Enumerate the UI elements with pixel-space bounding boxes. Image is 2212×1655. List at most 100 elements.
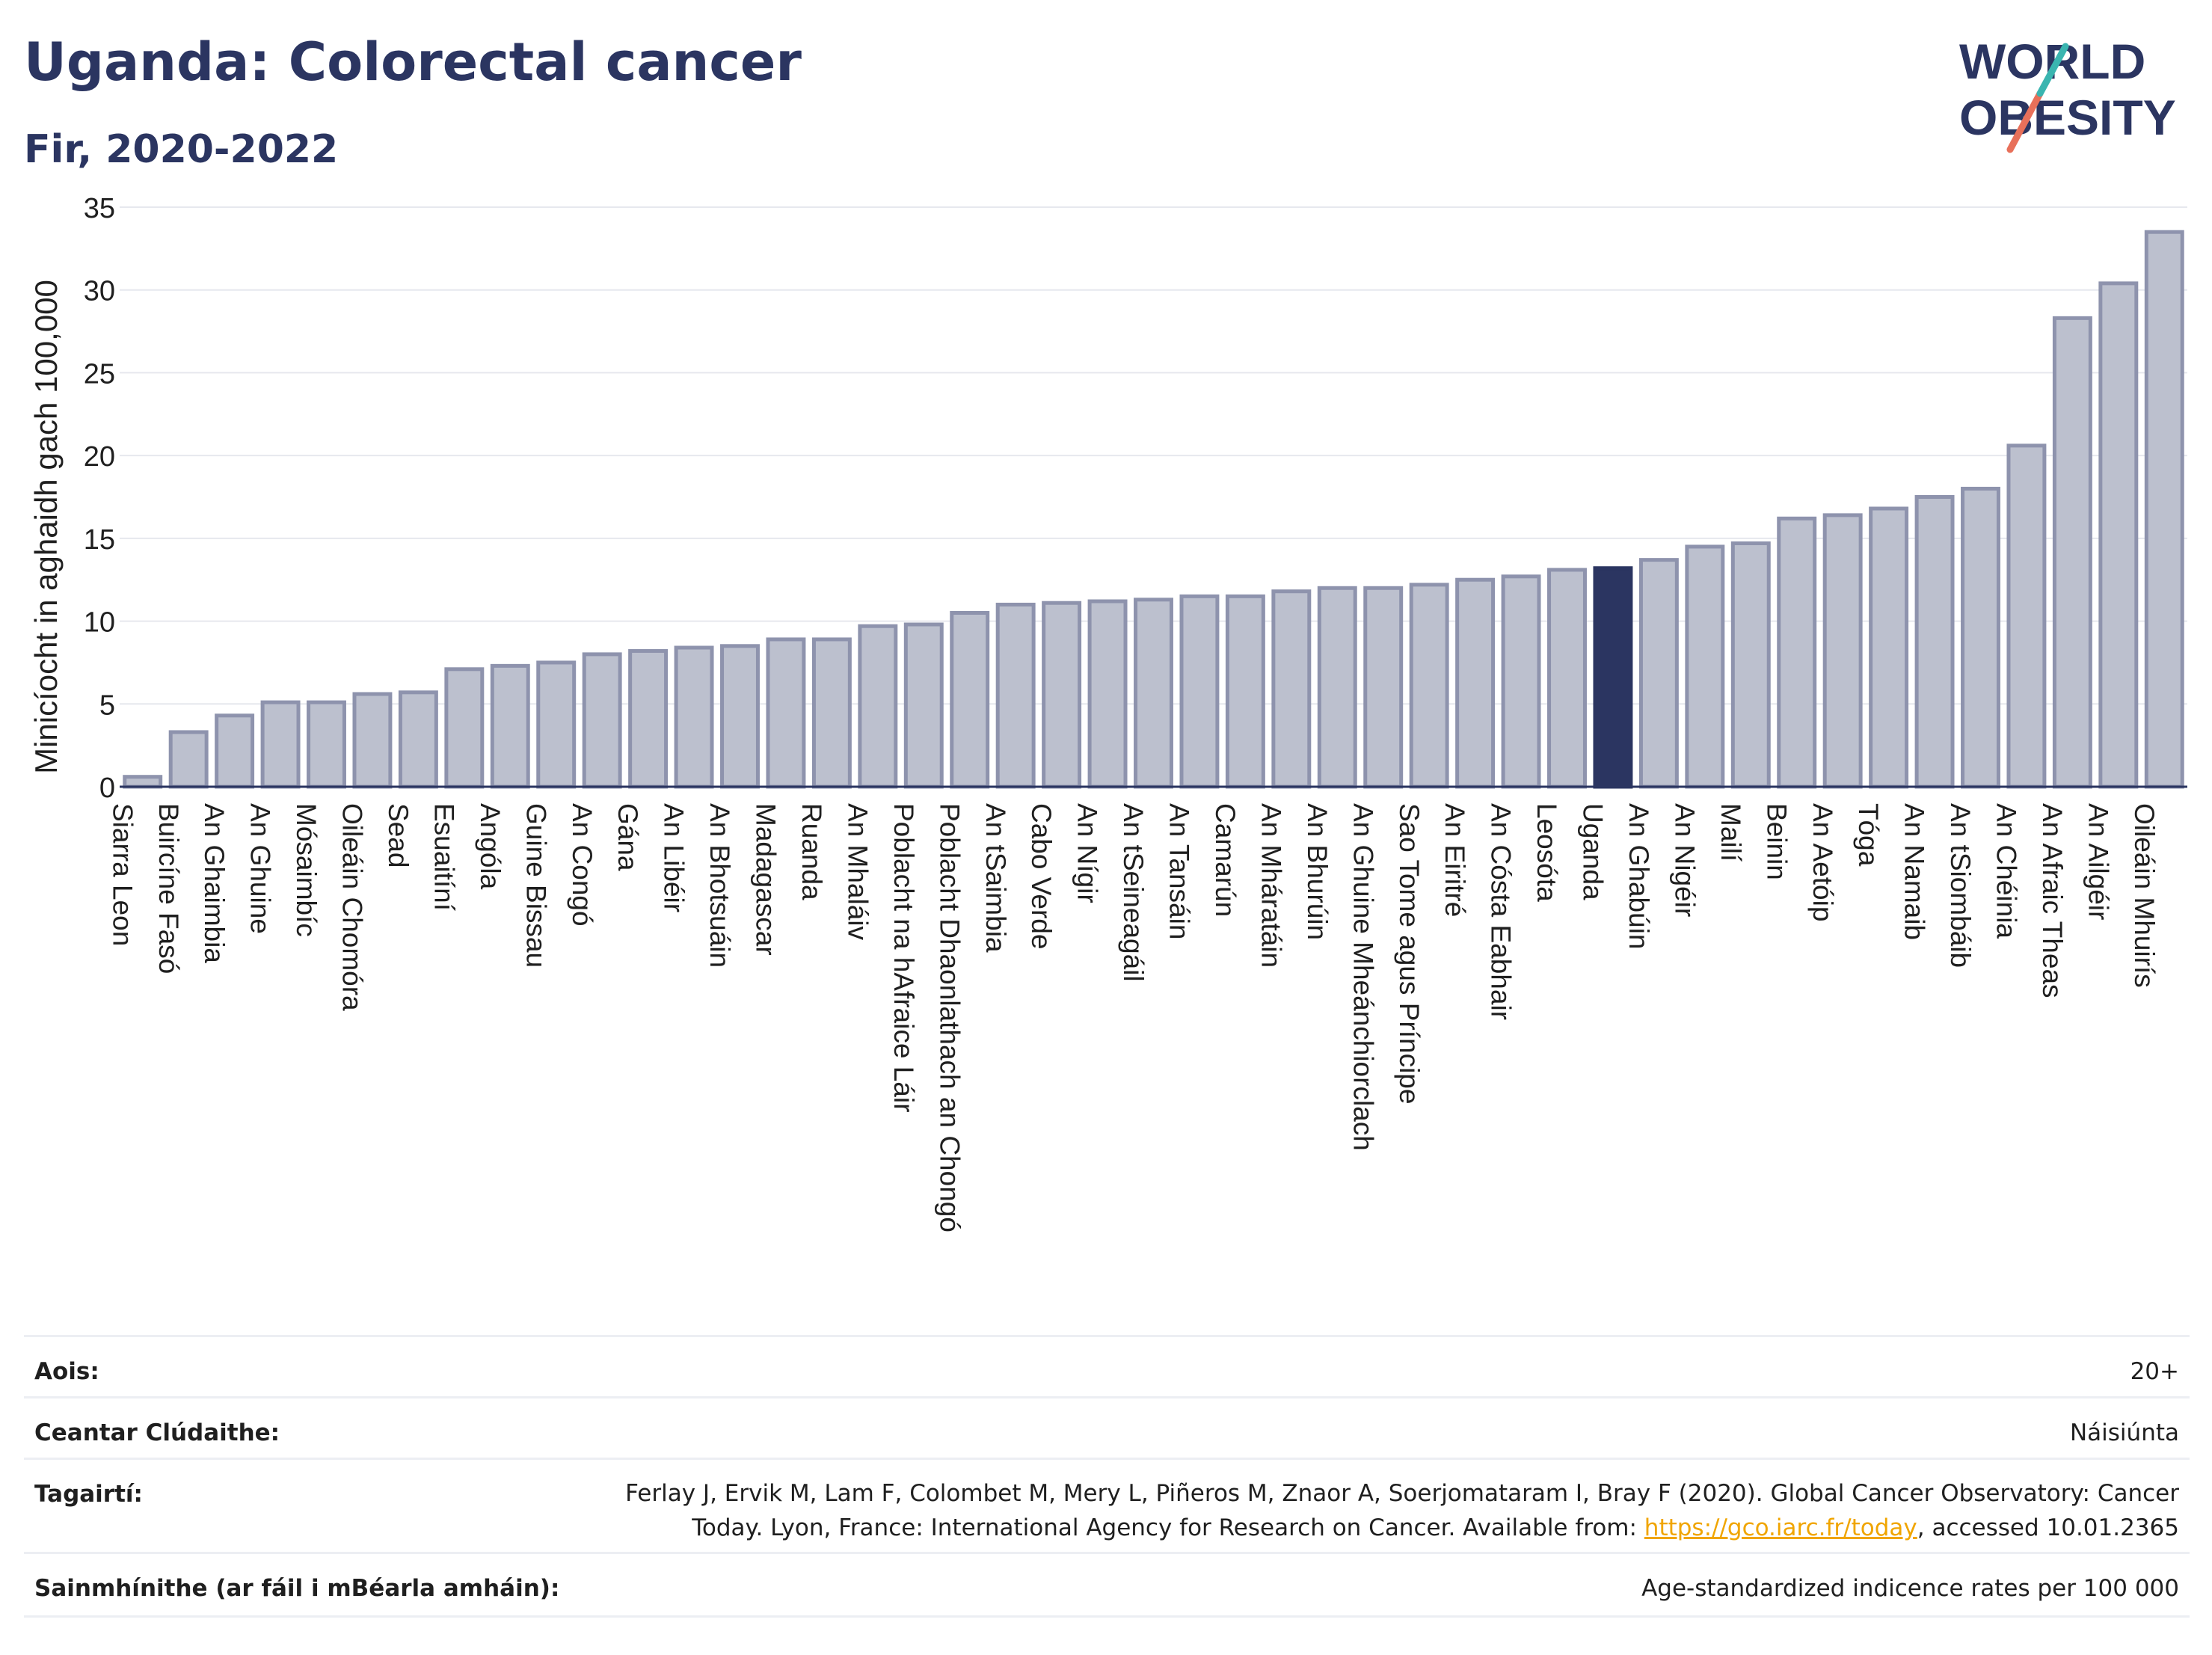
- bar: [582, 652, 622, 789]
- bar: [1777, 516, 1817, 789]
- logo-line-2: OBESITY: [1959, 90, 2176, 145]
- bar: [1685, 544, 1725, 789]
- x-tick-label: An Mhaláiv: [842, 803, 873, 941]
- bar: [215, 713, 255, 789]
- x-tick-label: An Nígir: [1072, 803, 1103, 903]
- logo-line-1: WORLD: [1959, 34, 2145, 89]
- bar: [123, 775, 163, 789]
- bar: [1087, 599, 1128, 789]
- x-tick-label: Angóla: [475, 803, 506, 890]
- x-tick-label: An Namaib: [1899, 803, 1930, 940]
- x-tick-label: An Eiritré: [1440, 803, 1470, 917]
- bar: [168, 730, 209, 789]
- x-tick-label: An Ghuine: [245, 803, 276, 934]
- x-tick-label: Camarún: [1210, 803, 1241, 917]
- x-tick-label: An Cósta Eabhair: [1486, 803, 1517, 1020]
- meta-def-value: Age-standardized indicence rates per 100…: [1641, 1575, 2179, 1602]
- bar: [1179, 594, 1220, 789]
- x-tick-label: An Ghaimbia: [199, 803, 230, 963]
- x-tick-label: Leosóta: [1531, 803, 1562, 902]
- bar: [490, 663, 530, 789]
- x-tick-label: Mósaimbíc: [291, 803, 322, 937]
- x-tick-label: Beinin: [1761, 803, 1792, 880]
- y-tick-label: 25: [84, 358, 115, 390]
- bar: [1134, 598, 1173, 789]
- x-tick-label: An tSeineagáil: [1118, 803, 1149, 982]
- y-tick-label: 15: [84, 524, 115, 556]
- bar: [1409, 583, 1449, 789]
- refs-link[interactable]: https://gco.iarc.fr/today: [1644, 1514, 1917, 1541]
- chart-title: Uganda: Colorectal cancer: [24, 31, 802, 93]
- world-obesity-logo: WORLD OBESITY: [1959, 34, 2176, 153]
- x-tick-label: Buircíne Fasó: [153, 803, 184, 974]
- x-tick-label: An Bhurúin: [1302, 803, 1333, 940]
- bar: [1822, 513, 1863, 789]
- meta-refs-value: Ferlay J, Ervik M, Lam F, Colombet M, Me…: [609, 1476, 2179, 1545]
- x-tick-label: Esuaitíní: [428, 803, 459, 912]
- x-tick-label: Uganda: [1578, 803, 1609, 900]
- bar: [950, 611, 990, 789]
- meta-row-definitions: Sainmhínithe (ar fáil i mBéarla amháin):…: [24, 1552, 2190, 1618]
- bar: [307, 700, 346, 789]
- metadata-table: Aois: 20+ Ceantar Clúdaithe: Náisiúnta T…: [24, 1335, 2190, 1619]
- bar: [2006, 443, 2047, 789]
- y-axis-label: Minicíocht in aghaidh gach 100,000: [28, 280, 64, 774]
- meta-coverage-label: Ceantar Clúdaithe:: [34, 1419, 280, 1446]
- meta-age-label: Aois:: [34, 1358, 99, 1385]
- meta-refs-text-1: Ferlay J, Ervik M, Lam F, Colombet M, Me…: [625, 1480, 2179, 1541]
- meta-row-age: Aois: 20+: [24, 1335, 2190, 1397]
- bar: [260, 700, 301, 789]
- x-tick-label: Oileáin Mhuirís: [2129, 803, 2160, 988]
- x-tick-label: Cabo Verde: [1026, 803, 1057, 949]
- x-tick-label: An Ailgéir: [2083, 803, 2113, 920]
- bar: [1593, 566, 1633, 789]
- x-tick-label: An Chéinia: [1991, 803, 2022, 939]
- x-tick-label: An Tansáin: [1164, 803, 1195, 939]
- bar-chart: 0 5 10 15 20 25 30 35 Siarra Leon Buircíne Fasó A…: [28, 193, 2187, 1232]
- x-tick-label: An Ghuine Mheánchiorclach: [1348, 803, 1378, 1151]
- meta-row-coverage: Ceantar Clúdaithe: Náisiúnta: [24, 1396, 2190, 1458]
- chart-subtitle: Fir, 2020-2022: [24, 127, 339, 172]
- bar: [1363, 586, 1404, 789]
- x-tick-label: An Nigéir: [1669, 803, 1700, 917]
- x-tick-label: Oileáin Chomóra: [337, 803, 368, 1011]
- bar: [444, 667, 485, 789]
- bar: [1961, 486, 2000, 789]
- meta-coverage-value: Náisiúnta: [2069, 1419, 2179, 1446]
- x-tick-label: Sead: [383, 803, 414, 868]
- x-tick-label: Tóga: [1853, 803, 1884, 867]
- bar: [1317, 586, 1357, 789]
- bar: [628, 648, 669, 789]
- bar: [903, 622, 944, 789]
- x-tick-label: Madagascar: [751, 803, 781, 956]
- x-tick-label: An Congó: [567, 803, 597, 927]
- bar: [1042, 601, 1082, 789]
- bar: [1730, 541, 1771, 789]
- y-tick-label: 35: [84, 193, 115, 224]
- x-tick-label: Guine Bissau: [520, 803, 551, 968]
- x-tick-label: An Mháratáin: [1256, 803, 1286, 968]
- bar: [1638, 558, 1679, 789]
- bar: [536, 660, 577, 789]
- y-axis-ticks: 0 5 10 15 20 25 30 35: [84, 193, 115, 804]
- y-tick-label: 10: [84, 607, 115, 639]
- x-tick-label: Ruanda: [796, 803, 827, 900]
- y-tick-label: 20: [84, 441, 115, 473]
- meta-age-value: 20+: [2130, 1358, 2179, 1385]
- y-tick-label: 30: [84, 276, 115, 307]
- bar: [398, 690, 438, 789]
- bar: [352, 692, 393, 789]
- bar: [811, 637, 852, 789]
- x-tick-label: Gána: [612, 803, 643, 871]
- x-tick-label: An Ghabúin: [1623, 803, 1654, 949]
- x-tick-label: An Afraic Theas: [2037, 803, 2068, 998]
- x-tick-label: An Libéir: [659, 803, 689, 912]
- bar: [2098, 281, 2139, 789]
- bar: [1914, 495, 1955, 789]
- x-tick-label: An Bhotsuáin: [704, 803, 735, 968]
- bar: [2052, 316, 2092, 789]
- bar: [1271, 589, 1312, 789]
- bar: [1225, 594, 1265, 789]
- x-tick-label: An Aetóip: [1807, 803, 1838, 921]
- x-axis-tick-labels: Siarra Leon Buircíne Fasó An Ghaimbia An Gh…: [107, 803, 2160, 1232]
